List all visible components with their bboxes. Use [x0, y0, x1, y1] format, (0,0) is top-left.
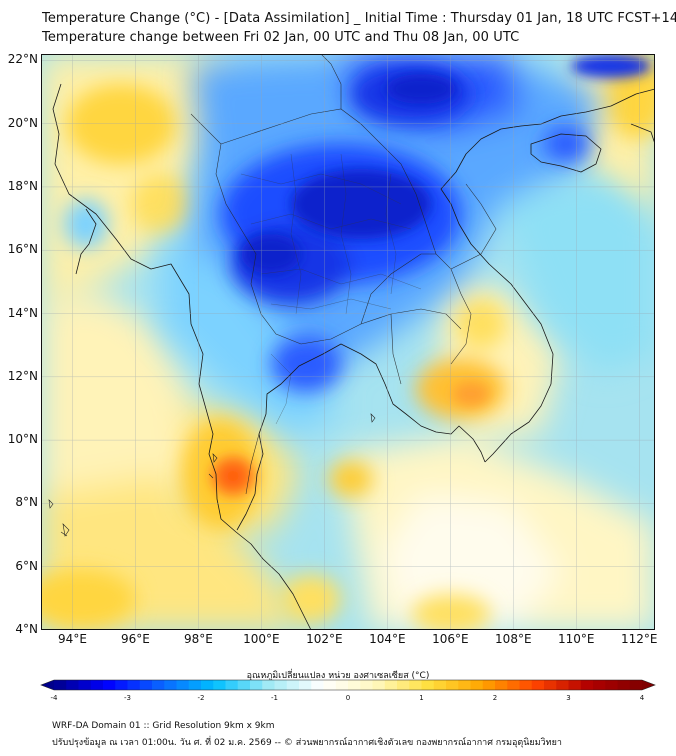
- colorbar-segment: [164, 680, 177, 690]
- colorbar-segment: [544, 680, 557, 690]
- colorbar-segment: [348, 680, 361, 690]
- lon-tick-label: 94°E: [58, 632, 87, 646]
- colorbar-segment: [605, 680, 618, 690]
- colorbar-tick-label: 4: [639, 694, 645, 702]
- lon-tick-label: 106°E: [432, 632, 469, 646]
- colorbar-segment: [507, 680, 520, 690]
- colorbar: [40, 679, 656, 691]
- chart-subtitle: Temperature change between Fri 02 Jan, 0…: [42, 30, 520, 45]
- lon-tick-label: 100°E: [243, 632, 280, 646]
- lon-tick-label: 112°E: [621, 632, 658, 646]
- colorbar-segment: [384, 680, 398, 690]
- lat-tick-label: 12°N: [7, 368, 38, 383]
- colorbar-segment: [323, 680, 337, 690]
- lon-tick-label: 96°E: [121, 632, 150, 646]
- colorbar-outline: [40, 679, 656, 691]
- lat-tick-label: 18°N: [7, 178, 38, 193]
- islands: [48, 413, 376, 537]
- colorbar-title: อุณหภูมิเปลี่ยนแปลง หน่วย องศาเซลเซียส (…: [246, 671, 430, 681]
- colorbar-tick-label: -4: [50, 694, 58, 702]
- colorbar-segment: [213, 680, 226, 690]
- colorbar-segment: [311, 680, 324, 690]
- colorbar-segment: [617, 680, 631, 690]
- colorbar-segment: [176, 680, 190, 690]
- footer-model-info: WRF-DA Domain 01 :: Grid Resolution 9km …: [52, 721, 275, 731]
- colorbar-segment: [250, 680, 263, 690]
- colorbar-segment: [421, 680, 435, 690]
- lon-tick-label: 104°E: [369, 632, 406, 646]
- map-border: [41, 54, 655, 630]
- lon-tick-label: 110°E: [558, 632, 595, 646]
- lat-tick-label: 10°N: [7, 432, 38, 447]
- colorbar-segment: [66, 680, 79, 690]
- colorbar-tick-label: -2: [197, 694, 205, 702]
- colorbar-segment: [433, 680, 447, 690]
- lat-tick-label: 8°N: [15, 495, 38, 510]
- lat-tick-label: 14°N: [7, 305, 38, 320]
- colorbar-segment: [103, 680, 116, 690]
- coastlines: [52, 83, 655, 630]
- country-borders: [190, 54, 497, 495]
- colorbar-segment: [274, 680, 288, 690]
- colorbar-segment: [593, 680, 606, 690]
- colorbar-segment: [372, 680, 386, 690]
- colorbar-tick-label: -3: [124, 694, 131, 702]
- colorbar-segment: [409, 680, 422, 690]
- chart-title: Temperature Change (°C) - [Data Assimila…: [42, 11, 676, 26]
- colorbar-segment: [531, 680, 545, 690]
- colorbar-segment: [139, 680, 153, 690]
- lon-tick-label: 98°E: [183, 632, 213, 646]
- lon-tick-label: 108°E: [495, 632, 532, 646]
- temperature-change-map: [41, 54, 655, 630]
- lat-tick-label: 22°N: [7, 52, 38, 67]
- lon-tick-label: 102°E: [306, 632, 343, 646]
- colorbar-segment: [201, 680, 214, 690]
- colorbar-segment: [446, 680, 459, 690]
- colorbar-segment: [90, 680, 104, 690]
- map-gridlines: [41, 54, 655, 630]
- colorbar-tick-label: 3: [566, 694, 571, 702]
- colorbar-segment: [458, 680, 471, 690]
- colorbar-min-extend: [41, 680, 54, 690]
- colorbar-segment: [397, 680, 410, 690]
- colorbar-segment: [495, 680, 508, 690]
- colorbar-segment: [519, 680, 533, 690]
- lat-tick-label: 16°N: [7, 242, 38, 257]
- lat-tick-label: 6°N: [15, 558, 38, 573]
- lat-tick-label: 20°N: [7, 115, 38, 130]
- footer-credit: ปรับปรุงข้อมูล ณ เวลา 01:00น. วัน ศ. ที่…: [52, 738, 562, 748]
- colorbar-segment: [580, 680, 594, 690]
- colorbar-segment: [335, 680, 349, 690]
- colorbar-tick-label: -1: [271, 694, 278, 702]
- colorbar-segment: [360, 680, 373, 690]
- lat-tick-label: 4°N: [15, 622, 38, 636]
- colorbar-segment: [629, 680, 643, 690]
- colorbar-segment: [262, 680, 275, 690]
- colorbar-segment: [286, 680, 300, 690]
- colorbar-tick-label: 0: [345, 694, 351, 702]
- cold-deep-cores: [241, 54, 651, 274]
- colorbar-segment: [54, 680, 67, 690]
- colorbar-tick-label: 2: [492, 694, 498, 702]
- colorbar-segment: [482, 680, 496, 690]
- colorbar-tick-label: 1: [419, 694, 424, 702]
- colorbar-segment: [237, 680, 251, 690]
- colorbar-segment: [115, 680, 128, 690]
- colorbar-segment: [556, 680, 569, 690]
- colorbar-segment: [127, 680, 141, 690]
- colorbar-segment: [78, 680, 92, 690]
- colorbar-segment: [299, 680, 312, 690]
- province-borders: [240, 153, 422, 425]
- colorbar-max-extend: [642, 680, 655, 690]
- hot-spot: [211, 382, 489, 496]
- colorbar-segment: [225, 680, 239, 690]
- colorbar-segment: [152, 680, 165, 690]
- colorbar-segment: [188, 680, 202, 690]
- colorbar-segment: [568, 680, 582, 690]
- colorbar-segment: [470, 680, 484, 690]
